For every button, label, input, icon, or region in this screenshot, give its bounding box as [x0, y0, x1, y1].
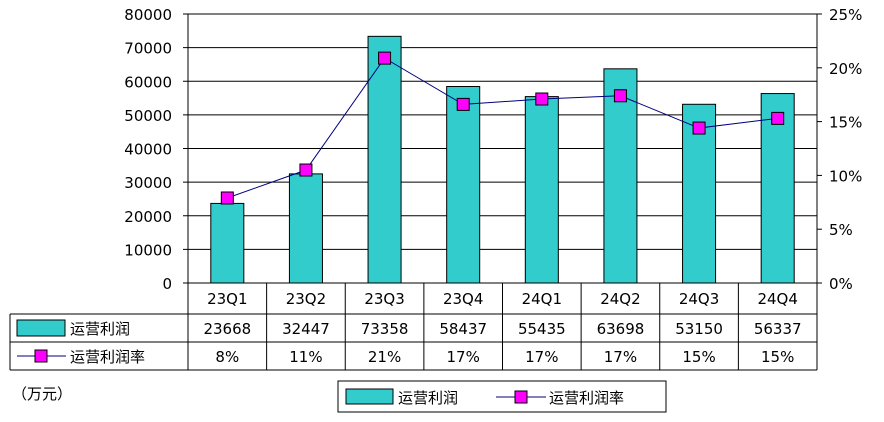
y-left-tick-label: 70000 — [124, 40, 172, 58]
rate-marker-23Q3 — [378, 51, 392, 65]
y-left-tick-label: 0 — [162, 275, 172, 293]
bar-series — [210, 35, 795, 284]
y-left-tick-label: 20000 — [124, 208, 172, 226]
y-right-tick-label: 25% — [829, 6, 862, 24]
bar-23Q1 — [210, 202, 245, 284]
y-left-tick-label: 50000 — [124, 107, 172, 125]
data-table: 23Q1 23668 8% 23Q2 32447 11% 23Q3 73358 21% 23Q4 5… — [9, 283, 818, 371]
y-right-tick-label: 20% — [829, 60, 862, 78]
bar-23Q3 — [367, 35, 402, 284]
table-key-marker — [34, 349, 48, 363]
rate-marker-23Q2 — [299, 163, 313, 177]
y-right-tick-label: 5% — [829, 221, 853, 239]
unit-label: （万元） — [12, 385, 72, 403]
table-value: 73358 — [361, 320, 409, 338]
category-label: 24Q3 — [679, 290, 719, 308]
table-rate-value: 15% — [682, 348, 715, 366]
y-axis-left: 0 10000 20000 30000 40000 50000 60000 70000 8000… — [124, 6, 188, 293]
bar-24Q4 — [760, 93, 795, 284]
y-left-tick-label: 40000 — [124, 141, 172, 159]
legend-label: 运营利润 — [398, 389, 458, 407]
category-label: 23Q4 — [443, 290, 483, 308]
y-right-tick-label: 0% — [829, 275, 853, 293]
legend-label: 运营利润率 — [549, 389, 624, 407]
bar-23Q2 — [288, 173, 323, 284]
gridlines — [188, 13, 817, 250]
bar-24Q1 — [524, 96, 559, 284]
rate-marker-23Q1 — [220, 191, 234, 205]
legend: 运营利润 运营利润率 — [337, 380, 667, 413]
rate-marker-24Q4 — [771, 111, 785, 125]
category-label: 24Q2 — [600, 290, 640, 308]
rate-marker-24Q1 — [535, 92, 549, 106]
y-right-tick-label: 15% — [829, 114, 862, 132]
rate-marker-24Q3 — [692, 121, 706, 135]
table-value: 58437 — [439, 320, 487, 338]
table-value: 56337 — [754, 320, 802, 338]
y-left-tick-label: 60000 — [124, 73, 172, 91]
rate-marker-23Q4 — [456, 97, 470, 111]
table-value: 63698 — [597, 320, 645, 338]
y-right-tick-label: 10% — [829, 167, 862, 185]
legend-swatch-bar — [345, 388, 394, 405]
table-value: 53150 — [675, 320, 723, 338]
category-label: 23Q2 — [286, 290, 326, 308]
table-rate-value: 11% — [289, 348, 322, 366]
table-value: 32447 — [282, 320, 330, 338]
y-axis-right: 0% 5% 10% 15% 20% 25% — [817, 6, 862, 293]
y-left-tick-label: 30000 — [124, 174, 172, 192]
line-series — [220, 51, 785, 205]
table-rate-value: 15% — [761, 348, 794, 366]
category-label: 23Q1 — [207, 290, 247, 308]
table-key-bar — [16, 319, 66, 337]
table-row-label: 运营利润率 — [70, 348, 145, 366]
table-value: 55435 — [518, 320, 566, 338]
table-rate-value: 17% — [447, 348, 480, 366]
y-left-tick-label: 10000 — [124, 241, 172, 259]
legend-swatch-marker — [514, 390, 528, 404]
rate-line — [227, 57, 778, 199]
category-label: 24Q1 — [522, 290, 562, 308]
table-rate-value: 8% — [215, 348, 239, 366]
bar-24Q2 — [603, 68, 638, 284]
category-label: 24Q4 — [757, 290, 797, 308]
bar-23Q4 — [446, 86, 481, 284]
table-rate-value: 17% — [604, 348, 637, 366]
table-rate-value: 21% — [368, 348, 401, 366]
table-value: 23668 — [203, 320, 251, 338]
category-label: 23Q3 — [364, 290, 404, 308]
y-left-tick-label: 80000 — [124, 6, 172, 24]
rate-marker-24Q2 — [613, 89, 627, 103]
table-row-label: 运营利润 — [70, 320, 130, 338]
table-rate-value: 17% — [525, 348, 558, 366]
